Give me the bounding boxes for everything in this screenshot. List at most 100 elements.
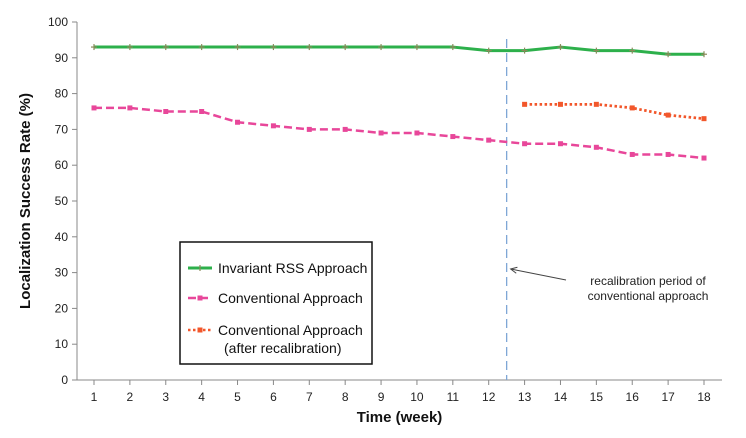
x-tick-label: 7 [306,390,313,404]
y-tick-label: 90 [55,51,69,65]
y-tick-label: 80 [55,87,69,101]
legend-entry-conventional-recalibrated: Conventional Approach (after recalibrati… [188,322,363,356]
data-point [342,126,348,132]
y-tick-group: 0 10 20 30 40 50 60 70 80 90 100 [48,15,77,387]
data-point [270,123,276,129]
x-tick-label: 10 [410,390,424,404]
x-axis-label: Time (week) [357,409,443,426]
legend: Invariant RSS Approach Conventional Appr… [179,241,373,365]
data-point [557,101,563,107]
x-tick-label: 9 [378,390,385,404]
x-tick-label: 17 [661,390,675,404]
y-tick-label: 40 [55,230,69,244]
data-point [270,44,277,51]
data-point [91,44,97,51]
annotation: recalibration period of conventional app… [509,266,709,303]
annotation-arrowhead [509,266,518,274]
annotation-arrow [510,268,567,281]
data-point [198,44,205,51]
y-tick-label: 0 [61,373,68,387]
x-tick-label: 14 [554,390,568,404]
x-tick-label: 11 [447,390,460,404]
data-point [665,51,672,58]
series-0 [91,44,707,58]
x-tick-group: 1 2 3 4 5 6 7 8 9 10 11 12 13 14 15 16 17 18 [91,380,711,404]
x-tick-label: 1 [91,390,98,404]
data-point [593,47,600,54]
y-tick-label: 100 [48,15,68,29]
data-point [413,44,420,51]
legend-label-conventional: Conventional Approach [218,290,363,306]
y-tick-label: 70 [55,122,69,136]
x-tick-label: 2 [127,390,134,404]
x-tick-label: 4 [198,390,205,404]
x-tick-label: 8 [342,390,349,404]
data-point [127,105,133,111]
data-point [701,51,707,58]
legend-marker [197,295,203,301]
data-point [486,137,492,143]
x-tick-label: 18 [697,390,711,404]
data-point [378,130,384,136]
data-point [342,44,349,51]
legend-marker [197,327,203,333]
data-point [593,144,599,150]
series-line [94,45,704,56]
data-point [593,101,599,107]
x-tick-label: 13 [518,390,532,404]
legend-box [179,241,373,365]
data-point [449,44,456,51]
data-point [629,151,635,157]
data-point [306,44,313,51]
legend-entry-conventional: Conventional Approach [188,290,363,306]
data-point [557,141,563,147]
data-point [522,101,528,107]
data-point [629,47,636,54]
data-point [522,141,528,147]
data-point [378,44,385,51]
data-point [701,155,707,161]
series-2 [522,101,707,122]
axes [76,22,722,381]
y-tick-label: 10 [55,337,69,351]
x-tick-label: 16 [626,390,640,404]
data-point [414,130,420,136]
data-point [450,134,456,140]
data-point [199,109,205,114]
legend-label-conventional-recalibrated-line2: (after recalibration) [224,340,342,356]
data-point [665,151,671,157]
data-point [163,109,169,114]
data-point [701,116,707,122]
x-tick-label: 3 [162,390,169,404]
data-point [629,105,635,111]
x-tick-label: 12 [482,390,496,404]
y-tick-label: 50 [55,194,69,208]
legend-entry-invariant-rss: Invariant RSS Approach [188,260,367,276]
data-point [485,47,492,54]
series-1 [91,105,707,161]
x-tick-label: 6 [270,390,277,404]
data-point [126,44,133,51]
y-axis-label: Localization Success Rate (%) [17,93,34,309]
legend-label-invariant-rss: Invariant RSS Approach [218,260,367,276]
data-point [306,126,312,132]
data-point [521,47,528,54]
data-point [91,105,97,111]
legend-label-conventional-recalibrated: Conventional Approach [218,322,363,338]
data-point [162,44,169,51]
data-point [234,44,241,51]
annotation-text-line1: recalibration period of [590,274,706,288]
y-tick-label: 30 [55,266,69,280]
y-tick-label: 60 [55,158,69,172]
x-tick-label: 5 [234,390,241,404]
data-point [557,44,564,51]
annotation-text-line2: conventional approach [588,289,709,303]
series-line [94,106,705,160]
data-point [665,112,671,118]
series-line [524,102,705,121]
data-point [235,119,241,125]
series-layer [91,44,707,161]
x-tick-label: 15 [590,390,604,404]
y-tick-label: 20 [55,301,69,315]
